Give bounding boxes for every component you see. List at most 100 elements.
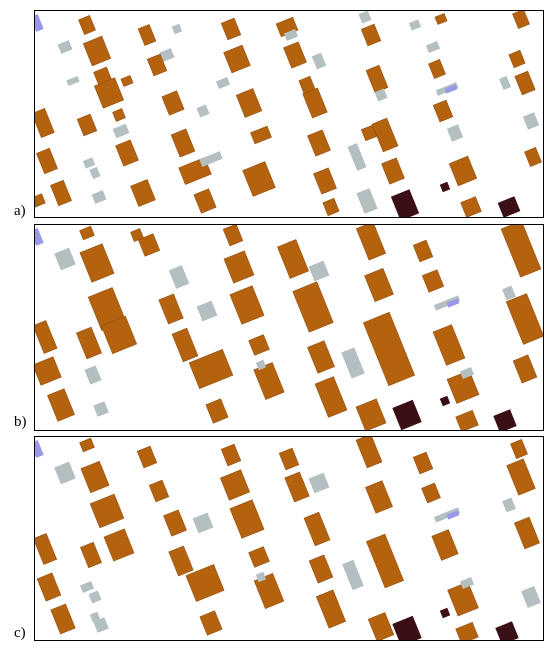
c-brown-footprint — [136, 445, 158, 469]
a-brown-footprint — [36, 147, 58, 175]
b-gray-footprint — [308, 260, 330, 282]
a-brown-footprint — [365, 64, 389, 94]
a-brown-footprint — [508, 49, 526, 69]
a-gray-footprint — [356, 188, 378, 214]
c-blue-footprint — [446, 510, 460, 520]
a-gray-footprint — [196, 104, 210, 118]
b-brown-footprint — [362, 311, 416, 387]
c-brown-footprint — [80, 541, 102, 569]
c-gray-footprint — [308, 472, 330, 494]
b-brown-footprint — [188, 348, 234, 390]
b-brown-footprint — [455, 409, 479, 430]
b-gray-footprint — [168, 265, 190, 289]
c-gray-footprint — [192, 512, 214, 534]
a-gray-footprint — [374, 88, 388, 102]
b-gray-footprint — [255, 359, 267, 371]
c-brown-footprint — [421, 482, 441, 504]
a-brown-footprint — [322, 197, 340, 217]
b-brown-footprint — [79, 243, 115, 283]
c-gray-footprint — [88, 590, 102, 604]
a-brown-footprint — [130, 179, 156, 207]
panel-c — [34, 436, 544, 641]
b-brown-footprint — [130, 228, 144, 242]
map-a — [35, 11, 542, 217]
c-brown-footprint — [431, 529, 459, 561]
a-brown-footprint — [93, 77, 125, 109]
c-brown-footprint — [50, 603, 76, 635]
map-c — [35, 437, 541, 640]
c-dark-footprint — [495, 621, 519, 640]
a-brown-footprint — [313, 167, 337, 195]
a-brown-footprint — [120, 75, 134, 87]
a-brown-footprint — [161, 90, 185, 116]
a-brown-footprint — [223, 44, 251, 74]
a-gray-footprint — [159, 48, 175, 62]
c-brown-footprint — [303, 511, 331, 547]
panel-a — [34, 10, 544, 218]
b-brown-footprint — [101, 315, 137, 355]
c-gray-footprint — [93, 617, 109, 633]
c-blue-footprint — [35, 440, 44, 458]
a-brown-footprint — [78, 15, 96, 35]
c-brown-footprint — [284, 471, 310, 503]
a-gray-footprint — [425, 41, 441, 53]
c-brown-footprint — [35, 533, 58, 565]
a-brown-footprint — [250, 125, 272, 145]
b-dark-footprint — [493, 409, 517, 430]
b-brown-footprint — [222, 225, 244, 247]
c-brown-footprint — [103, 528, 135, 562]
a-gray-footprint — [499, 75, 511, 91]
c-brown-footprint — [79, 437, 95, 453]
c-brown-footprint — [219, 469, 251, 501]
c-brown-footprint — [148, 479, 170, 503]
a-gray-footprint — [199, 151, 223, 167]
c-gray-footprint — [521, 586, 541, 608]
c-brown-footprint — [185, 564, 225, 602]
c-brown-footprint — [510, 439, 528, 459]
c-gray-footprint — [459, 577, 475, 589]
a-gray-footprint — [215, 77, 231, 89]
b-dark-footprint — [439, 395, 451, 407]
c-brown-footprint — [506, 458, 536, 496]
a-brown-footprint — [360, 124, 378, 142]
c-brown-footprint — [412, 451, 434, 475]
a-brown-footprint — [115, 139, 139, 167]
c-gray-footprint — [342, 559, 364, 591]
a-brown-footprint — [146, 53, 168, 77]
b-brown-footprint — [277, 239, 309, 279]
b-gray-footprint — [196, 300, 218, 322]
b-gray-footprint — [54, 247, 76, 271]
c-gray-footprint — [54, 461, 76, 485]
b-brown-footprint — [79, 225, 95, 241]
c-dark-footprint — [439, 607, 451, 619]
a-brown-footprint — [432, 99, 454, 123]
c-dark-footprint — [392, 615, 422, 640]
b-gray-footprint — [84, 365, 102, 385]
a-dark-footprint — [497, 196, 521, 217]
a-brown-footprint — [112, 108, 126, 122]
b-brown-footprint — [229, 285, 265, 325]
b-brown-footprint — [355, 398, 387, 430]
c-brown-footprint — [89, 493, 125, 529]
c-brown-footprint — [367, 612, 395, 640]
c-brown-footprint — [447, 581, 479, 617]
c-brown-footprint — [355, 437, 383, 469]
b-brown-footprint — [446, 370, 480, 404]
b-brown-footprint — [35, 320, 58, 354]
a-brown-footprint — [50, 179, 72, 207]
b-brown-footprint — [307, 340, 335, 374]
a-blue-footprint — [35, 14, 44, 32]
b-blue-footprint — [446, 298, 460, 308]
b-brown-footprint — [171, 327, 199, 363]
b-blue-footprint — [35, 228, 44, 246]
map-b — [35, 225, 543, 430]
b-brown-footprint — [364, 267, 394, 303]
b-brown-footprint — [47, 388, 75, 422]
c-gray-footprint — [255, 571, 267, 583]
b-brown-footprint — [314, 376, 348, 418]
a-gray-footprint — [347, 143, 367, 171]
a-brown-footprint — [381, 157, 405, 185]
a-brown-footprint — [298, 75, 316, 95]
a-gray-footprint — [283, 29, 299, 41]
a-brown-footprint — [283, 41, 307, 69]
